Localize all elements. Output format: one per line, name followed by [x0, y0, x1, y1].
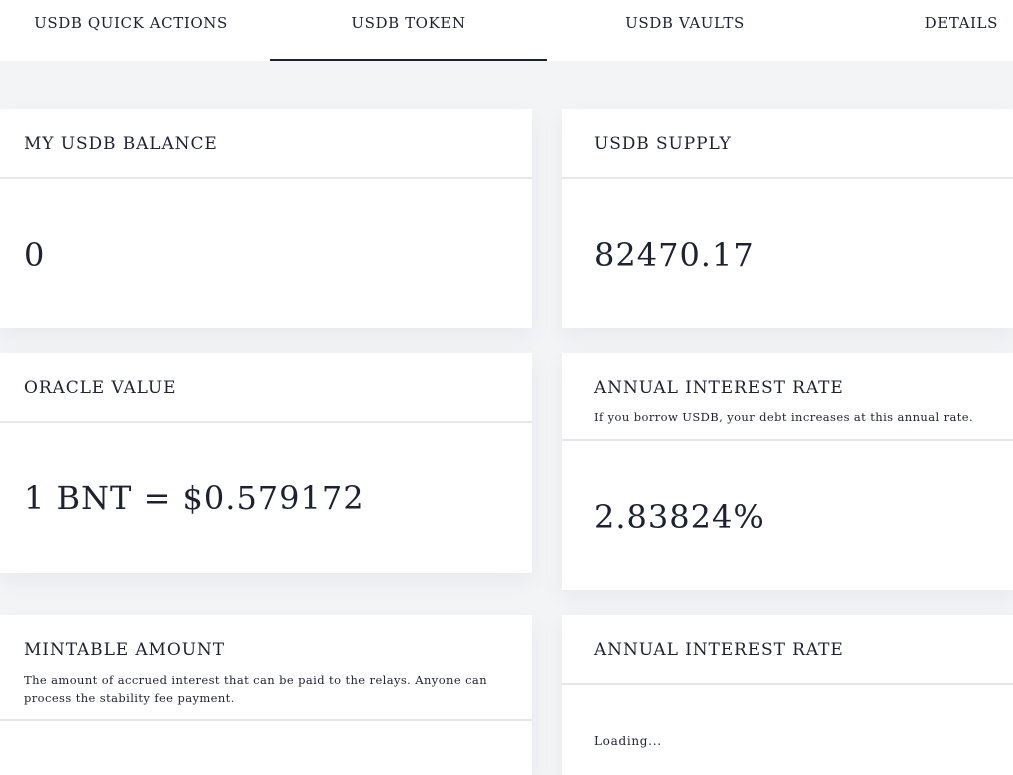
- loading-text: Loading...: [594, 734, 662, 748]
- mintable-card: MINTABLE AMOUNT The amount of accrued in…: [0, 615, 532, 775]
- tab-usdb-vaults[interactable]: USDB VAULTS: [547, 0, 823, 61]
- card-header: MINTABLE AMOUNT The amount of accrued in…: [0, 615, 532, 721]
- interest-value: 2.83824%: [594, 498, 765, 536]
- supply-value: 82470.17: [594, 236, 755, 274]
- tab-usdb-quick-actions[interactable]: USDB QUICK ACTIONS: [0, 0, 262, 61]
- oracle-card: ORACLE VALUE 1 BNT = $0.579172: [0, 353, 532, 573]
- card-title: ORACLE VALUE: [24, 378, 177, 398]
- card-title: MY USDB BALANCE: [24, 134, 218, 154]
- card-header: MY USDB BALANCE: [0, 109, 532, 179]
- tab-usdb-token[interactable]: USDB TOKEN: [270, 0, 547, 61]
- card-title: USDB SUPPLY: [594, 134, 732, 154]
- card-header: USDB SUPPLY: [562, 109, 1013, 179]
- balance-card: MY USDB BALANCE 0: [0, 109, 532, 328]
- supply-card: USDB SUPPLY 82470.17: [562, 109, 1013, 328]
- card-header: ANNUAL INTEREST RATE If you borrow USDB,…: [562, 353, 1013, 441]
- card-title: ANNUAL INTEREST RATE: [594, 378, 844, 398]
- card-description: If you borrow USDB, your debt increases …: [594, 410, 974, 424]
- card-description: The amount of accrued interest that can …: [24, 673, 487, 705]
- oracle-value: 1 BNT = $0.579172: [24, 479, 365, 517]
- tab-label: USDB QUICK ACTIONS: [34, 14, 228, 32]
- card-title: MINTABLE AMOUNT: [24, 640, 225, 660]
- tab-label: DETAILS: [924, 14, 998, 32]
- tab-bar: USDB QUICK ACTIONS USDB TOKEN USDB VAULT…: [0, 0, 1013, 61]
- interest-card: ANNUAL INTEREST RATE If you borrow USDB,…: [562, 353, 1013, 590]
- tab-label: USDB TOKEN: [351, 14, 466, 32]
- card-header: ORACLE VALUE: [0, 353, 532, 423]
- tab-label: USDB VAULTS: [625, 14, 745, 32]
- card-title: ANNUAL INTEREST RATE: [594, 640, 844, 660]
- interest-card-loading: ANNUAL INTEREST RATE Loading...: [562, 615, 1013, 775]
- balance-value: 0: [24, 236, 46, 274]
- card-header: ANNUAL INTEREST RATE: [562, 615, 1013, 685]
- tab-details[interactable]: DETAILS: [900, 0, 1013, 61]
